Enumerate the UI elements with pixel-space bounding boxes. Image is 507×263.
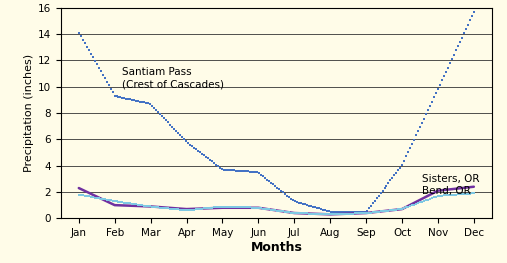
X-axis label: Months: Months — [250, 241, 302, 254]
Text: Sisters, OR: Sisters, OR — [422, 174, 479, 184]
Text: Bend, OR: Bend, OR — [422, 186, 470, 196]
Y-axis label: Precipitation (inches): Precipitation (inches) — [24, 54, 33, 172]
Text: Santiam Pass
(Crest of Cascades): Santiam Pass (Crest of Cascades) — [122, 67, 224, 89]
